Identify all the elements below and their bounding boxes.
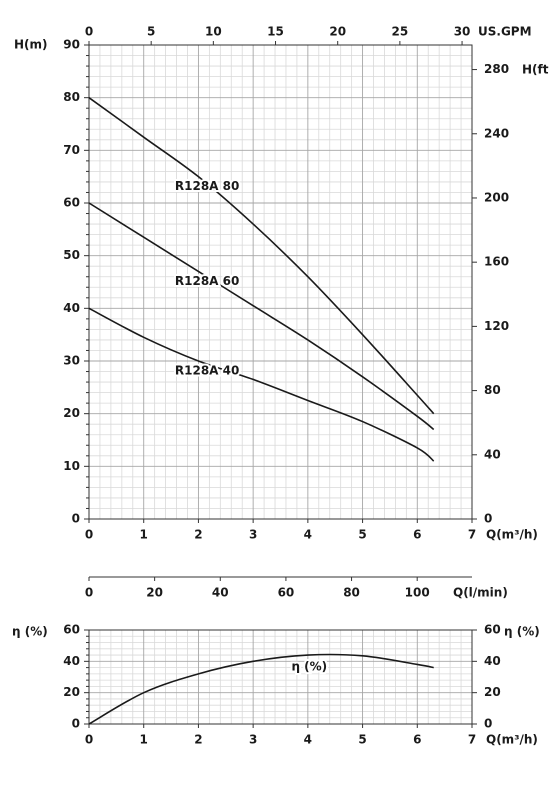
- x-tick-label: 2: [194, 733, 202, 747]
- x-tick-label: 3: [249, 733, 257, 747]
- x-tick-label: 1: [140, 528, 148, 542]
- x2-tick-label: 30: [454, 25, 471, 39]
- x3-tick-label: 20: [146, 586, 163, 600]
- y-tick-label: 0: [72, 512, 80, 526]
- x-tick-label: 4: [304, 733, 312, 747]
- y2-tick-label: 0: [484, 717, 492, 731]
- y-tick-label: 0: [72, 717, 80, 731]
- curve: [88, 307, 435, 462]
- y-tick-label: 20: [63, 685, 80, 699]
- x2-tick-label: 10: [205, 25, 222, 39]
- curve-label: R128A 60: [175, 274, 239, 288]
- x3-tick-label: 0: [85, 586, 93, 600]
- y2-tick-label: 200: [484, 190, 509, 204]
- x-tick-label: 3: [249, 528, 257, 542]
- x-tick-label: 4: [304, 528, 312, 542]
- x-tick-label: 0: [85, 528, 93, 542]
- x2-tick-label: 5: [147, 25, 155, 39]
- x3-tick-label: 100: [405, 586, 430, 600]
- y2-axis-label: H(ft): [522, 63, 549, 77]
- x2-tick-label: 0: [85, 25, 93, 39]
- x-axis-label: Q(m³/h): [486, 733, 538, 747]
- y2-tick-label: 40: [484, 447, 501, 461]
- curve-label: η (%): [291, 660, 327, 674]
- y-tick-label: 30: [63, 354, 80, 368]
- y2-tick-label: 40: [484, 654, 501, 668]
- x-tick-label: 2: [194, 528, 202, 542]
- x-tick-label: 7: [468, 528, 476, 542]
- plot-frame: [88, 629, 473, 725]
- y2-tick-label: 120: [484, 319, 509, 333]
- y2-axis-label: η (%): [504, 625, 540, 639]
- y-tick-label: 40: [63, 654, 80, 668]
- y-tick-label: 10: [63, 459, 80, 473]
- y2-tick-label: 160: [484, 255, 509, 269]
- x2-axis-label: US.GPM: [478, 25, 532, 39]
- y-tick-label: 90: [63, 38, 80, 52]
- curve: [88, 97, 435, 415]
- x-tick-label: 0: [85, 733, 93, 747]
- x2-tick-label: 25: [392, 25, 409, 39]
- x3-tick-label: 80: [343, 586, 360, 600]
- curve: [88, 653, 434, 725]
- x-tick-label: 7: [468, 733, 476, 747]
- y2-tick-label: 60: [484, 623, 501, 637]
- x-tick-label: 6: [413, 733, 421, 747]
- x-axis-label: Q(m³/h): [486, 528, 538, 542]
- y-tick-label: 60: [63, 196, 80, 210]
- y-tick-label: 70: [63, 143, 80, 157]
- x-tick-label: 5: [358, 528, 366, 542]
- y-tick-label: 80: [63, 90, 80, 104]
- y-tick-label: 50: [63, 248, 80, 262]
- x-tick-label: 6: [413, 528, 421, 542]
- plot-frame: [88, 44, 473, 520]
- curve-label: R128A 40: [175, 364, 239, 378]
- curve-label: R128A 80: [175, 179, 239, 193]
- y-tick-label: 40: [63, 301, 80, 315]
- y-tick-label: 60: [63, 623, 80, 637]
- x3-tick-label: 60: [278, 586, 295, 600]
- y-axis-label: η (%): [12, 625, 48, 639]
- y2-tick-label: 280: [484, 62, 509, 76]
- y2-tick-label: 0: [484, 512, 492, 526]
- y-axis-label: H(m): [14, 38, 48, 52]
- x3-axis-label: Q(l/min): [453, 586, 508, 600]
- curve: [88, 202, 435, 431]
- x2-tick-label: 15: [267, 25, 284, 39]
- y-tick-label: 20: [63, 406, 80, 420]
- y2-tick-label: 240: [484, 126, 509, 140]
- x-tick-label: 1: [140, 733, 148, 747]
- y2-tick-label: 20: [484, 685, 501, 699]
- x2-tick-label: 20: [329, 25, 346, 39]
- x3-tick-label: 40: [212, 586, 229, 600]
- y2-tick-label: 80: [484, 383, 501, 397]
- x-tick-label: 5: [358, 733, 366, 747]
